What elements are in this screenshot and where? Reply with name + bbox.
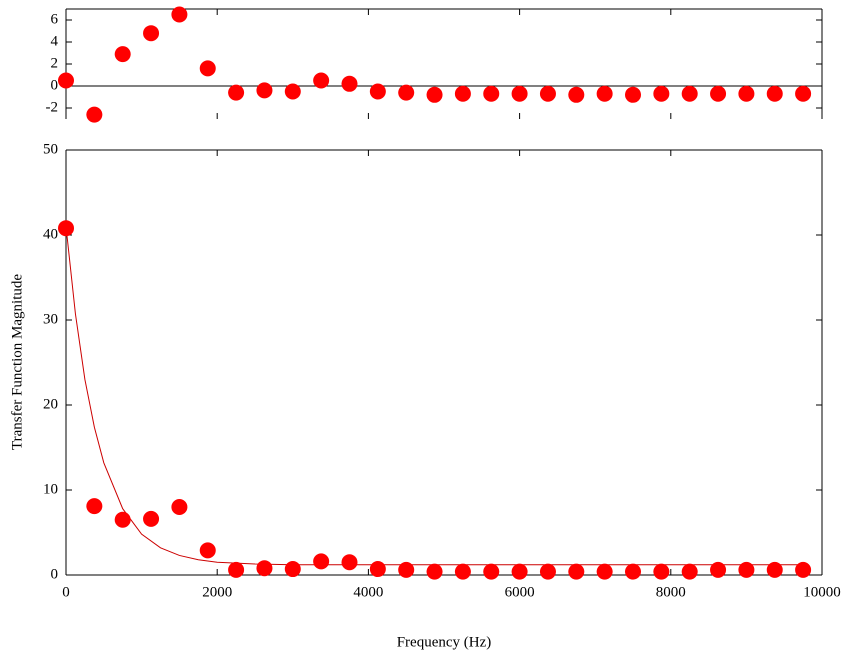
y-axis-label: Transfer Function Magnitude <box>9 274 25 450</box>
data-point <box>625 563 641 580</box>
data-point <box>256 560 273 577</box>
y-tick-label: 6 <box>51 11 59 27</box>
data-point <box>171 6 188 23</box>
data-point <box>86 498 103 515</box>
data-point <box>58 220 74 237</box>
data-point <box>199 542 216 559</box>
data-point <box>369 561 386 578</box>
data-point <box>313 553 330 570</box>
data-point <box>511 85 528 102</box>
y-tick-label: 2 <box>51 55 59 71</box>
data-point <box>795 85 812 102</box>
data-point <box>228 84 245 101</box>
data-point <box>454 85 471 102</box>
data-point <box>398 561 415 578</box>
data-point <box>766 561 783 578</box>
y-tick-label: 10 <box>43 481 58 497</box>
data-point <box>114 511 131 528</box>
data-point <box>86 106 103 123</box>
data-point <box>568 563 585 580</box>
x-axis-label: Frequency (Hz) <box>397 634 492 650</box>
fit-curve <box>65 226 804 566</box>
y-tick-label: 30 <box>43 311 58 327</box>
x-tick-label: 6000 <box>505 584 535 600</box>
y-tick-label: 4 <box>51 33 59 49</box>
data-point <box>341 75 358 92</box>
data-point <box>369 83 386 100</box>
y-tick-label: 40 <box>43 226 58 242</box>
data-point <box>511 563 528 580</box>
data-point <box>539 563 556 580</box>
data-point <box>596 85 613 102</box>
data-point <box>256 82 273 99</box>
data-point <box>568 86 585 103</box>
data-point <box>284 83 301 100</box>
data-point <box>539 85 556 102</box>
data-point <box>710 85 727 102</box>
data-point <box>738 85 755 102</box>
data-point <box>738 561 755 578</box>
data-point <box>398 84 415 101</box>
data-point <box>426 563 443 580</box>
data-point <box>426 86 443 103</box>
data-point <box>454 563 471 580</box>
data-point <box>143 25 160 42</box>
x-tick-label: 0 <box>62 584 70 600</box>
x-tick-label: 4000 <box>353 584 383 600</box>
data-point <box>284 561 301 578</box>
data-point <box>625 86 641 103</box>
data-point <box>766 85 783 102</box>
data-point <box>653 85 670 102</box>
data-point <box>228 561 245 578</box>
data-point <box>710 561 727 578</box>
x-tick-label: 8000 <box>656 584 686 600</box>
data-point <box>681 563 698 580</box>
data-point <box>483 563 500 580</box>
y-tick-label: 50 <box>43 141 58 157</box>
data-point <box>483 85 500 102</box>
data-point <box>313 72 330 89</box>
x-tick-label: 2000 <box>202 584 232 600</box>
y-tick-label: 0 <box>51 566 59 582</box>
data-point <box>58 72 74 89</box>
y-tick-label: 0 <box>51 77 59 93</box>
data-point <box>171 499 188 515</box>
data-point <box>596 563 613 580</box>
x-tick-label: 10000 <box>803 584 841 600</box>
y-tick-label: -2 <box>46 99 59 115</box>
data-point <box>653 563 670 580</box>
data-point <box>681 85 698 102</box>
data-point <box>341 554 358 571</box>
y-tick-label: 20 <box>43 396 58 412</box>
data-point <box>143 510 160 527</box>
data-point <box>199 60 216 77</box>
data-point <box>795 561 812 578</box>
data-point <box>114 46 131 63</box>
